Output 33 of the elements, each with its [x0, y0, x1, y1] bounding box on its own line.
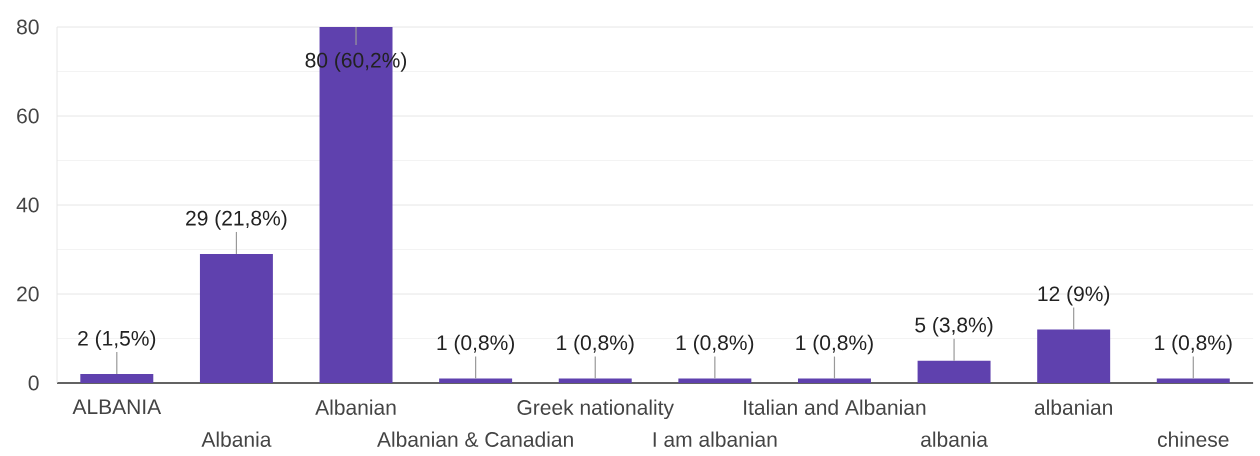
data-label: 5 (3,8%) [915, 316, 993, 337]
x-tick-label: Albanian & Canadian [377, 431, 573, 447]
bar [1156, 378, 1230, 383]
y-tick-label: 0 [28, 375, 39, 391]
data-label: 29 (21,8%) [186, 210, 287, 230]
x-tick-label: Albanian [315, 399, 396, 415]
data-label: 1 (0,8%) [437, 334, 514, 355]
x-tick-label: Italian and Albanian [744, 399, 926, 415]
x-tick-label: I am albanian [653, 431, 777, 447]
data-label: 1 (0,8%) [557, 334, 634, 355]
x-tick-label: Greek nationality [517, 399, 674, 420]
bar [558, 378, 632, 383]
x-tick-label: albania [921, 431, 988, 447]
data-label: 1 (0,8%) [796, 334, 873, 355]
bar [1037, 329, 1111, 383]
data-label: 2 (1,5%) [78, 330, 156, 350]
bar [917, 360, 991, 383]
x-tick-label: albanian [1034, 399, 1112, 415]
data-label: 1 (0,8%) [676, 334, 754, 355]
x-tick-label: Albania [201, 431, 272, 447]
bar [439, 378, 513, 383]
bar [797, 378, 871, 383]
y-tick-label: 40 [16, 197, 39, 213]
data-label: 12 (9%) [1038, 285, 1110, 306]
data-label: 1 (0,8%) [1155, 334, 1232, 355]
y-tick-label: 80 [17, 19, 39, 35]
x-tick-label: ALBANIA [72, 399, 162, 414]
y-tick-label: 20 [17, 286, 39, 302]
bar [678, 378, 752, 383]
bar [199, 253, 273, 383]
x-tick-label: chinese [1157, 431, 1229, 447]
bar [80, 374, 154, 383]
y-tick-label: 60 [17, 108, 39, 124]
